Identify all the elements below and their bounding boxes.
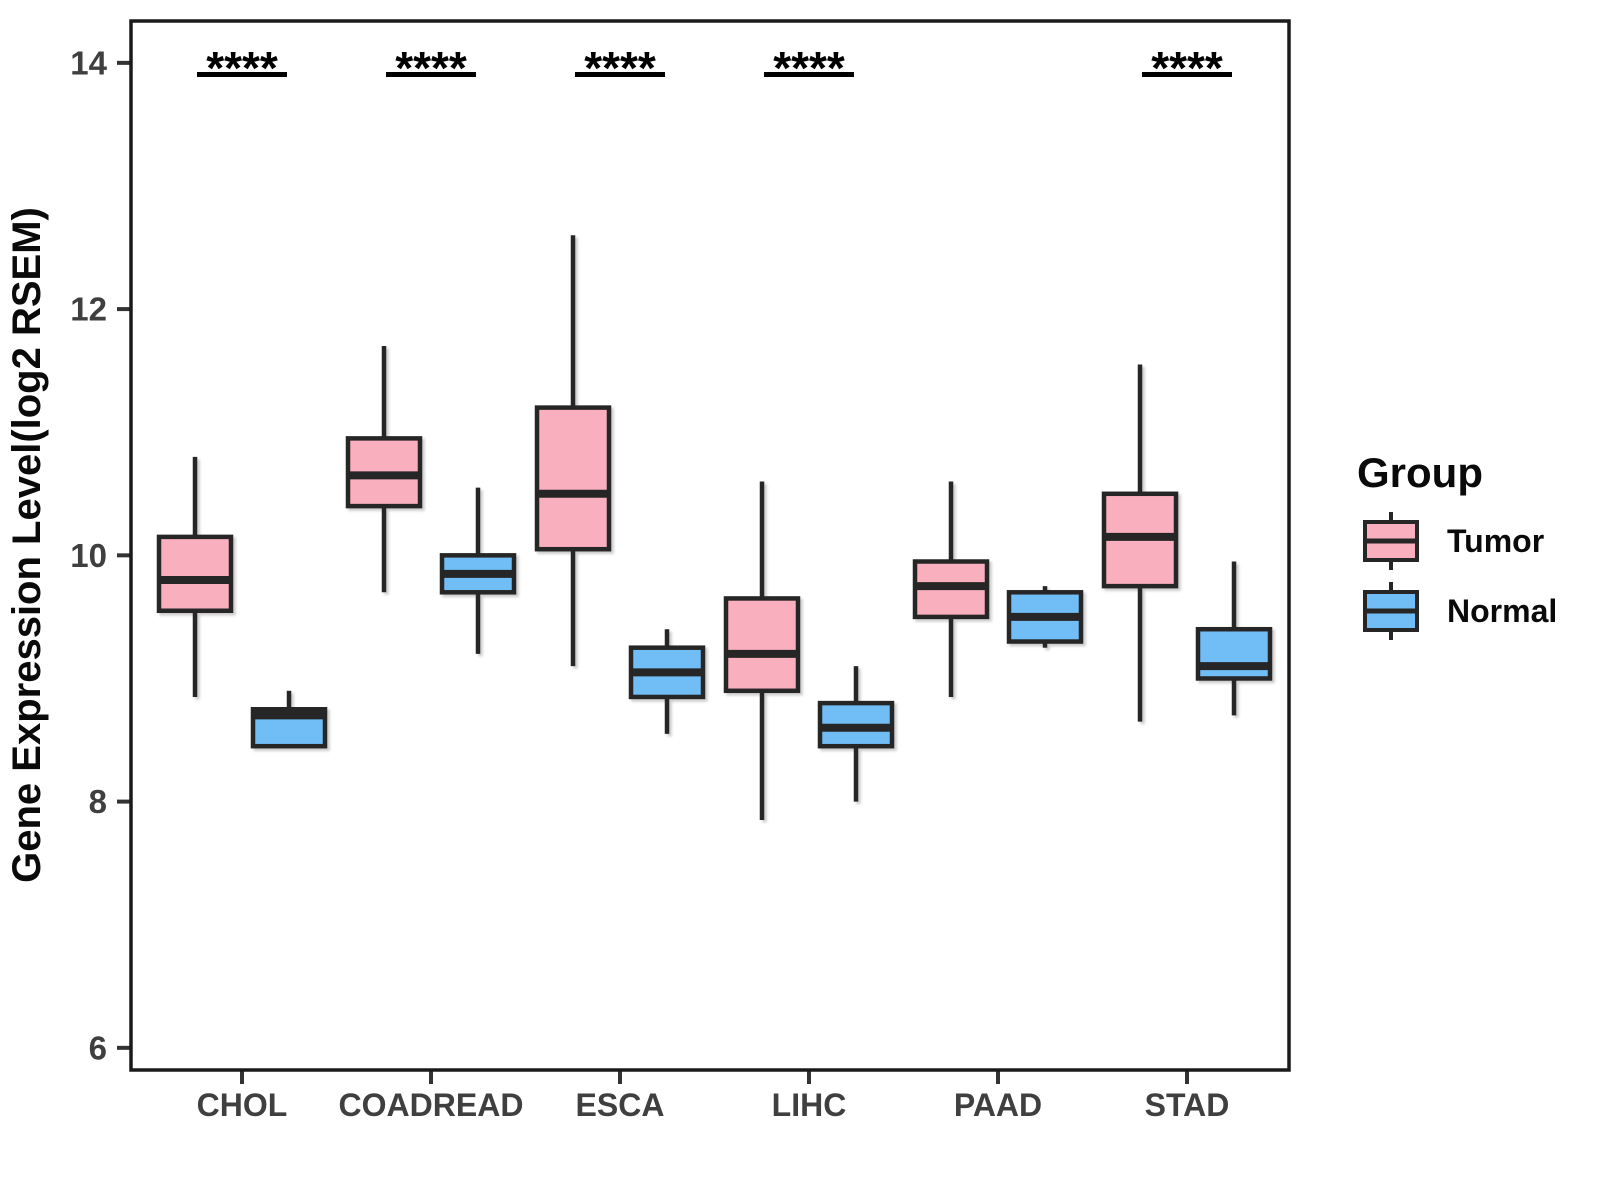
x-tick-label-lihc: LIHC	[772, 1087, 847, 1123]
y-tick-label: 10	[70, 537, 107, 574]
boxplot-tumor-paad	[912, 481, 990, 697]
legend-label-tumor: Tumor	[1447, 523, 1544, 559]
legend-label-normal: Normal	[1447, 593, 1557, 629]
legend-key-normal	[1363, 582, 1419, 640]
x-axis: CHOL COADREAD ESCA LIHC PAAD STAD	[197, 1070, 1230, 1123]
boxplot-tumor-lihc	[723, 481, 801, 821]
significance-label: ****	[395, 42, 467, 94]
legend-key-tumor	[1363, 512, 1419, 570]
y-axis-title: Gene Expression Level(log2 RSEM)	[5, 207, 49, 883]
box	[156, 534, 234, 614]
y-tick-label: 12	[70, 291, 107, 328]
box	[1195, 626, 1273, 681]
x-tick-label-stad: STAD	[1145, 1087, 1230, 1123]
plot-panel	[129, 19, 1291, 1072]
significance-bar	[197, 72, 287, 77]
boxplot-normal-coadread	[439, 487, 517, 654]
significance-label: ****	[206, 42, 278, 94]
boxplots	[156, 235, 1273, 821]
significance-annotations: **** **** **** **** ****	[197, 42, 1232, 94]
significance-label: ****	[1151, 42, 1223, 94]
x-tick-label-chol: CHOL	[197, 1087, 288, 1123]
box	[534, 405, 612, 552]
significance-bar	[575, 72, 665, 77]
significance-label: ****	[773, 42, 845, 94]
significance-label: ****	[584, 42, 656, 94]
boxplot-tumor-stad	[1101, 364, 1179, 722]
legend: Group Tumor Normal	[1357, 449, 1557, 640]
boxplot-normal-stad	[1195, 561, 1273, 716]
boxplot-normal-lihc	[817, 666, 895, 802]
y-tick-label: 6	[89, 1029, 107, 1066]
legend-title: Group	[1357, 449, 1483, 496]
boxplot-normal-esca	[628, 629, 706, 734]
box	[723, 596, 801, 694]
significance-bar	[386, 72, 476, 77]
boxplot-tumor-chol	[156, 456, 234, 697]
y-tick-label: 8	[89, 783, 107, 820]
boxplot-normal-chol	[250, 690, 328, 749]
x-tick-label-coadread: COADREAD	[339, 1087, 524, 1123]
boxplot-tumor-esca	[534, 235, 612, 667]
boxplot-tumor-coadread	[345, 346, 423, 593]
boxplot-normal-paad	[1006, 586, 1084, 648]
y-axis: 6 8 10 12 14	[70, 44, 131, 1066]
significance-bar	[1142, 72, 1232, 77]
y-tick-label: 14	[70, 44, 107, 81]
x-tick-label-esca: ESCA	[576, 1087, 665, 1123]
significance-bar	[764, 72, 854, 77]
x-tick-label-paad: PAAD	[954, 1087, 1042, 1123]
